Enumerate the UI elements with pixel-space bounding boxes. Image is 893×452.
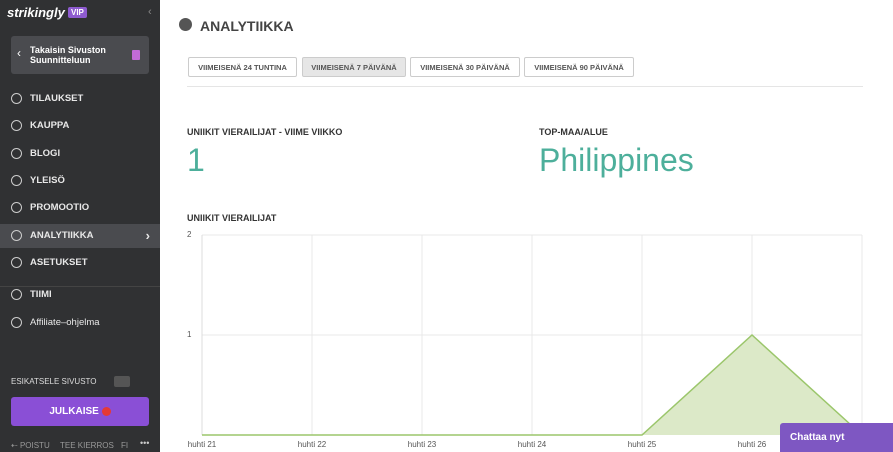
menu-item[interactable]: BLOGI <box>0 142 160 166</box>
publish-button[interactable]: JULKAISE <box>11 397 149 426</box>
y-tick-label: 2 <box>187 230 192 239</box>
logo: strikingly <box>7 5 65 20</box>
exit-text: POISTU <box>19 441 50 450</box>
publish-text: JULKAISE <box>49 406 99 417</box>
stat-value: 1 <box>187 142 205 178</box>
preview[interactable]: ESIKATSELE SIVUSTO <box>11 377 97 386</box>
menu-item[interactable]: KAUPPA <box>0 114 160 138</box>
x-tick-label: huhti 21 <box>188 440 217 449</box>
tab[interactable]: VIIMEISENÄ 7 PÄIVÄNÄ <box>302 57 406 77</box>
tab[interactable]: VIIMEISENÄ 30 PÄIVÄNÄ <box>410 57 520 77</box>
footer-exit[interactable]: ⇠ POISTU <box>11 441 50 450</box>
x-tick-label: huhti 22 <box>298 440 327 449</box>
stat-value: Philippines <box>539 142 694 178</box>
x-tick-label: huhti 23 <box>408 440 437 449</box>
collapse[interactable]: ‹ <box>148 6 152 18</box>
stat-label: TOP-MAA/ALUE <box>539 127 608 137</box>
area <box>202 335 862 435</box>
x-tick-label: huhti 24 <box>518 440 547 449</box>
stat-label: UNIIKIT VIERAILIJAT - VIIME VIIKKO <box>187 127 343 137</box>
chart-title: UNIIKIT VIERAILIJAT <box>187 213 277 223</box>
menu-item[interactable]: Affiliate–ohjelma <box>0 311 160 335</box>
menu-item[interactable]: ASETUKSET <box>0 251 160 275</box>
tab[interactable]: VIIMEISENÄ 24 TUNTINA <box>188 57 297 77</box>
menu-item[interactable]: ANALYTIIKKA › <box>0 224 160 248</box>
back-text: Takaisin Sivuston Suunnitteluun <box>30 45 106 65</box>
footer-tour[interactable]: TEE KIERROS <box>60 441 114 450</box>
page-title: ANALYTIIKKA <box>200 18 294 34</box>
vip-badge: VIP <box>68 7 87 18</box>
back-button[interactable]: ‹ Takaisin Sivuston Suunnitteluun <box>11 36 149 74</box>
chat-button[interactable]: Chattaa nyt <box>780 423 893 452</box>
sidebar: strikingly VIP ‹ ‹ Takaisin Sivuston Suu… <box>0 0 160 452</box>
menu-item[interactable]: TILAUKSET <box>0 87 160 111</box>
line <box>202 333 863 436</box>
menu-item[interactable]: TIIMI <box>0 283 160 307</box>
x-tick-label: huhti 26 <box>738 440 767 449</box>
menu-item[interactable]: PROMOOTIO <box>0 196 160 220</box>
menu-item[interactable]: YLEISÖ <box>0 169 160 193</box>
more[interactable]: ••• <box>140 438 150 448</box>
x-tick-label: huhti 25 <box>628 440 657 449</box>
tab[interactable]: VIIMEISENÄ 90 PÄIVÄNÄ <box>524 57 634 77</box>
footer-lang[interactable]: FI <box>121 441 129 450</box>
y-tick-label: 1 <box>187 330 192 339</box>
